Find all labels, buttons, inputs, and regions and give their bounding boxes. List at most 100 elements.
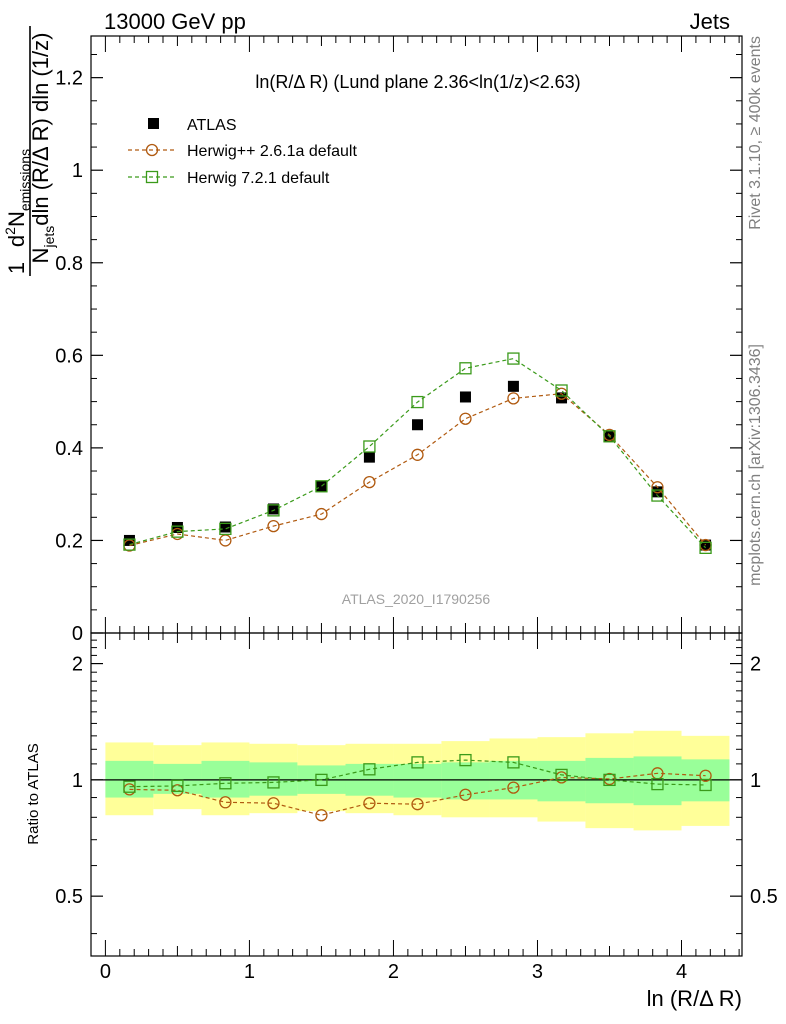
- ratio-ytick-label-right: 0.5: [750, 886, 778, 908]
- legend-label-herwigpp: Herwig++ 2.6.1a default: [187, 143, 357, 160]
- atlas-data-point: [219, 521, 231, 533]
- main-ytick-label: 0.6: [55, 345, 83, 367]
- y-label-den-rest: dln (R/Δ R) dln (1/z): [28, 33, 53, 226]
- process-label: Jets: [690, 9, 730, 34]
- ratio-y-axis-label: Ratio to ATLAS: [25, 743, 42, 844]
- main-panel: 0 0.2 0.4 0.6 0.8 1 1.2 ln(R/Δ R) (Lund plane …: [2, 26, 743, 645]
- main-ytick-label: 1.2: [55, 68, 83, 90]
- herwig7-point: [507, 352, 520, 365]
- ratio-band-inner: [441, 762, 490, 800]
- legend-item-atlas: ATLAS: [148, 117, 237, 134]
- atlas-data-point: [556, 392, 568, 404]
- atlas-data-point: [267, 503, 279, 515]
- collision-energy-label: 13000 GeV pp: [104, 9, 246, 34]
- atlas-data-point: [507, 380, 519, 392]
- atlas-data-point: [459, 391, 471, 403]
- legend-marker-herwig7: [145, 170, 159, 184]
- herwig7-point: [267, 504, 280, 517]
- ratio-herwig7-point: [459, 753, 472, 767]
- main-ytick-label: 0.4: [55, 438, 83, 460]
- ratio-herwig7-point: [507, 756, 520, 769]
- y-label-denominator: Njetsdln (R/Δ R) dln (1/z): [28, 33, 57, 264]
- xtick-label: 1: [244, 961, 255, 983]
- herwig7-point: [555, 384, 568, 397]
- ratio-frame: [90, 632, 743, 957]
- main-ytick-label: 0.8: [55, 253, 83, 275]
- legend-item-herwig7: Herwig 7.2.1 default: [128, 170, 330, 187]
- ratio-herwig7-point: [219, 777, 232, 790]
- ratio-herwigpp-point: [699, 769, 712, 782]
- y-label-den-n: N: [28, 248, 53, 264]
- xtick-label: 2: [388, 961, 399, 983]
- herwig7-point: [459, 362, 472, 375]
- atlas-data-point: [315, 480, 327, 492]
- y-label-num-sup: 2: [2, 227, 18, 235]
- ratio-herwig7-point: [411, 756, 424, 769]
- rivet-version-label: Rivet 3.1.10, ≥ 400k events: [747, 36, 764, 230]
- herwig7-point: [363, 440, 376, 453]
- legend-item-herwigpp: Herwig++ 2.6.1a default: [128, 143, 357, 160]
- herwigpp-point: [411, 448, 424, 461]
- ratio-herwig7-point: [699, 778, 712, 792]
- herwig7-point: [699, 541, 712, 554]
- main-series-line-2: [129, 357, 707, 549]
- ratio-herwigpp-point: [507, 781, 520, 794]
- ratio-ytick-label: 1: [72, 770, 83, 792]
- ratio-band-inner: [633, 756, 682, 806]
- herwig7-point: [603, 430, 616, 443]
- ratio-band-inner: [105, 760, 154, 798]
- ratio-herwigpp-point: [267, 797, 280, 810]
- ratio-herwigpp-point: [315, 809, 328, 822]
- ratio-band-inner: [249, 762, 298, 796]
- atlas-data-point: [651, 486, 663, 498]
- mcplots-label: mcplots.cern.ch [arXiv:1306.3436]: [747, 344, 764, 586]
- ratio-herwig7-point: [123, 780, 136, 793]
- xtick-label: 3: [532, 961, 543, 983]
- legend-label-atlas: ATLAS: [187, 117, 237, 134]
- ratio-ytick-label-right: 2: [750, 654, 761, 676]
- ratio-band-inner: [153, 763, 202, 794]
- herwig7-point: [315, 480, 328, 493]
- x-axis-label: ln (R/Δ R): [647, 986, 742, 1011]
- legend: ATLAS Herwig++ 2.6.1a default Herwig 7.2…: [128, 117, 357, 187]
- ratio-herwigpp-point: [459, 788, 472, 801]
- ratio-herwig7-point: [363, 763, 376, 776]
- atlas-data-point: [171, 521, 183, 533]
- main-ytick-label: 0.2: [55, 530, 83, 552]
- ratio-herwig7-point: [171, 779, 184, 793]
- ratio-panel: 0.5 0.5 1 1 2 2 0 1 2 3 4 Ratio to ATLAS ln (R/Δ R…: [25, 632, 778, 1011]
- ratio-herwig7-point: [603, 773, 616, 787]
- analysis-watermark: ATLAS_2020_I1790256: [342, 591, 491, 607]
- ratio-herwigpp-point: [219, 796, 232, 809]
- xtick-label: 4: [676, 961, 687, 983]
- herwigpp-point: [651, 481, 664, 494]
- herwig7-point: [219, 522, 232, 536]
- herwigpp-point: [267, 519, 280, 533]
- legend-marker-atlas: [148, 118, 159, 129]
- y-label-prefix: 1: [4, 262, 29, 274]
- ratio-ytick-label: 0.5: [55, 886, 83, 908]
- y-label-numerator: d2Nemissions: [2, 149, 33, 247]
- ratio-herwig7-point: [555, 768, 568, 782]
- herwigpp-point: [459, 412, 472, 425]
- ratio-ytick-label-right: 1: [750, 770, 761, 792]
- main-series-line-1: [129, 393, 707, 547]
- atlas-data-point: [363, 451, 375, 463]
- herwigpp-point: [315, 507, 328, 521]
- ratio-band-inner: [585, 757, 634, 804]
- ratio-herwig7-point: [315, 773, 328, 787]
- y-label-num-d: d: [4, 235, 29, 247]
- herwigpp-point: [363, 475, 376, 489]
- legend-marker-herwigpp: [145, 143, 159, 157]
- main-ytick-label: 0: [72, 623, 83, 645]
- herwig7-point: [123, 538, 136, 551]
- ratio-herwigpp-point: [363, 797, 376, 810]
- main-y-axis-label: 1 d2Nemissions Njetsdln (R/Δ R) dln (1/z…: [2, 26, 57, 276]
- y-label-num-sub: emissions: [17, 149, 33, 211]
- y-label-num-n: N: [4, 211, 29, 227]
- ratio-ytick-label: 2: [72, 654, 83, 676]
- main-title: ln(R/Δ R) (Lund plane 2.36<ln(1/z)<2.63): [255, 72, 580, 92]
- herwig7-point: [171, 525, 184, 538]
- herwig7-point: [411, 395, 424, 409]
